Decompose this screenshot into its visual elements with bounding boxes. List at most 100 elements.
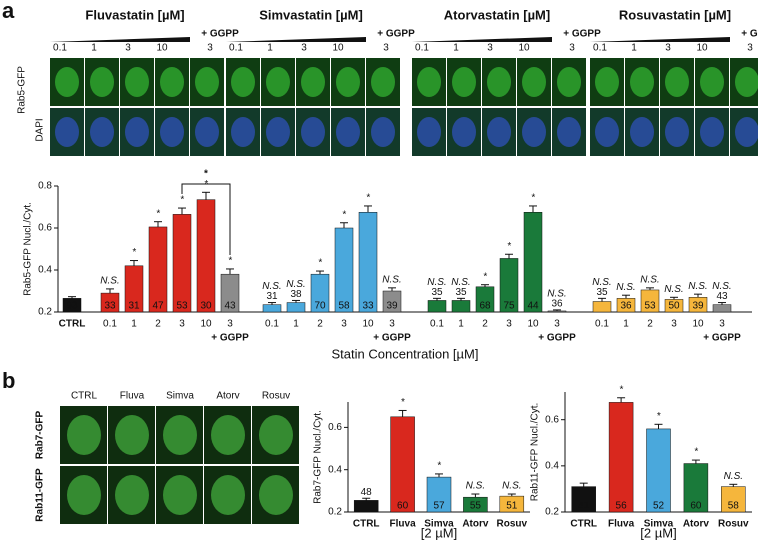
cell (735, 117, 758, 147)
x-tick-label: 10 (362, 319, 374, 330)
x-tick-label: 1 (131, 319, 137, 330)
significance: N.S. (262, 281, 281, 292)
ggpp-conc: 3 (747, 43, 753, 54)
cell (487, 117, 511, 147)
bar (721, 486, 746, 513)
y-tick-label: 0.2 (38, 307, 52, 318)
concentration-label: 1 (631, 43, 637, 54)
cell (160, 67, 184, 97)
concentration-label: 0.1 (53, 43, 67, 54)
cell (301, 67, 325, 97)
y-tick-label: 0.2 (328, 507, 342, 518)
bar (358, 212, 378, 313)
sample-size: 43 (224, 301, 236, 312)
x-tick-label: 3 (227, 319, 233, 330)
cell (371, 117, 395, 147)
x-sublabel: + GGPP (211, 333, 249, 344)
x-tick-label: 3 (671, 319, 677, 330)
x-tick-label: 0.1 (103, 319, 117, 330)
cell (55, 117, 79, 147)
cell (417, 67, 441, 97)
ggpp-label: + GGPP (741, 29, 758, 40)
sample-size: 38 (290, 289, 302, 300)
x-tick-label: 1 (623, 319, 629, 330)
x-tick-label: 1 (458, 319, 464, 330)
cell (301, 117, 325, 147)
sample-size: 68 (479, 301, 491, 312)
significance: * (228, 256, 233, 267)
drug-header: Atorvastatin [µM] (444, 7, 550, 22)
cell (115, 415, 149, 455)
sample-size: 33 (362, 301, 374, 312)
drug-header: Fluvastatin [µM] (85, 7, 184, 22)
cell (125, 117, 149, 147)
x-tick-label: Rosuv (497, 519, 528, 530)
bar (499, 495, 525, 513)
x-tick-label: 10 (692, 319, 704, 330)
bar (688, 297, 708, 313)
cell (522, 117, 546, 147)
significance: * (180, 195, 185, 206)
y-axis-title: Rab7-GFP Nucl./Cyt. (313, 410, 324, 504)
cell (452, 117, 476, 147)
significance: * (156, 208, 161, 219)
concentration-label: 3 (301, 43, 307, 54)
sample-size: 70 (314, 301, 326, 312)
bar (499, 258, 519, 313)
bar (616, 298, 636, 313)
cell (266, 117, 290, 147)
concentration-label: 3 (487, 43, 493, 54)
x-tick-label: Atorv (683, 519, 710, 530)
significance: * (619, 384, 624, 395)
bar (426, 476, 452, 513)
significance: N.S. (724, 471, 743, 482)
cell (259, 415, 293, 455)
sample-size: 39 (386, 301, 398, 312)
x-tick-label: CTRL (353, 519, 380, 530)
y-tick-label: 0.6 (545, 414, 559, 425)
cell (67, 415, 101, 455)
x-sublabel: + GGPP (373, 333, 411, 344)
significance: * (507, 241, 512, 252)
significance: * (483, 271, 488, 282)
bar (427, 300, 447, 313)
cell (266, 67, 290, 97)
significance: N.S. (427, 277, 446, 288)
x-tick-label: 1 (293, 319, 299, 330)
bar (220, 273, 240, 313)
bar (475, 286, 495, 313)
bar (640, 289, 660, 313)
sample-size: 55 (470, 501, 482, 512)
bar (62, 298, 82, 313)
cell (160, 117, 184, 147)
x-tick-label: CTRL (570, 519, 597, 530)
sample-size: 50 (668, 301, 680, 312)
ggpp-label: + GGPP (201, 29, 239, 40)
concentration-label: 0.1 (593, 43, 607, 54)
significance: * (342, 209, 347, 220)
sample-size: 35 (431, 287, 443, 298)
sample-size: 36 (620, 301, 632, 312)
sample-size: 93 (66, 301, 78, 312)
sample-size: 58 (338, 301, 350, 312)
bar (310, 273, 330, 313)
y-tick-label: 0.4 (328, 464, 342, 475)
cell (67, 475, 101, 515)
bar (712, 304, 732, 313)
gradient-wedge (50, 37, 190, 42)
drug-header: Rosuvastatin [µM] (619, 7, 731, 22)
bar (100, 292, 120, 313)
significance: N.S. (592, 277, 611, 288)
bar (451, 300, 471, 313)
significance: N.S. (502, 481, 521, 492)
concentration-label: 10 (332, 43, 344, 54)
sample-size: 60 (690, 501, 702, 512)
bar (196, 199, 216, 313)
sample-size: 30 (200, 301, 212, 312)
ggpp-conc: 3 (383, 43, 389, 54)
significance: N.S. (286, 279, 305, 290)
sample-size: 31 (128, 301, 140, 312)
cell (163, 415, 197, 455)
column-label: Fluva (120, 391, 145, 402)
significance: N.S. (382, 274, 401, 285)
